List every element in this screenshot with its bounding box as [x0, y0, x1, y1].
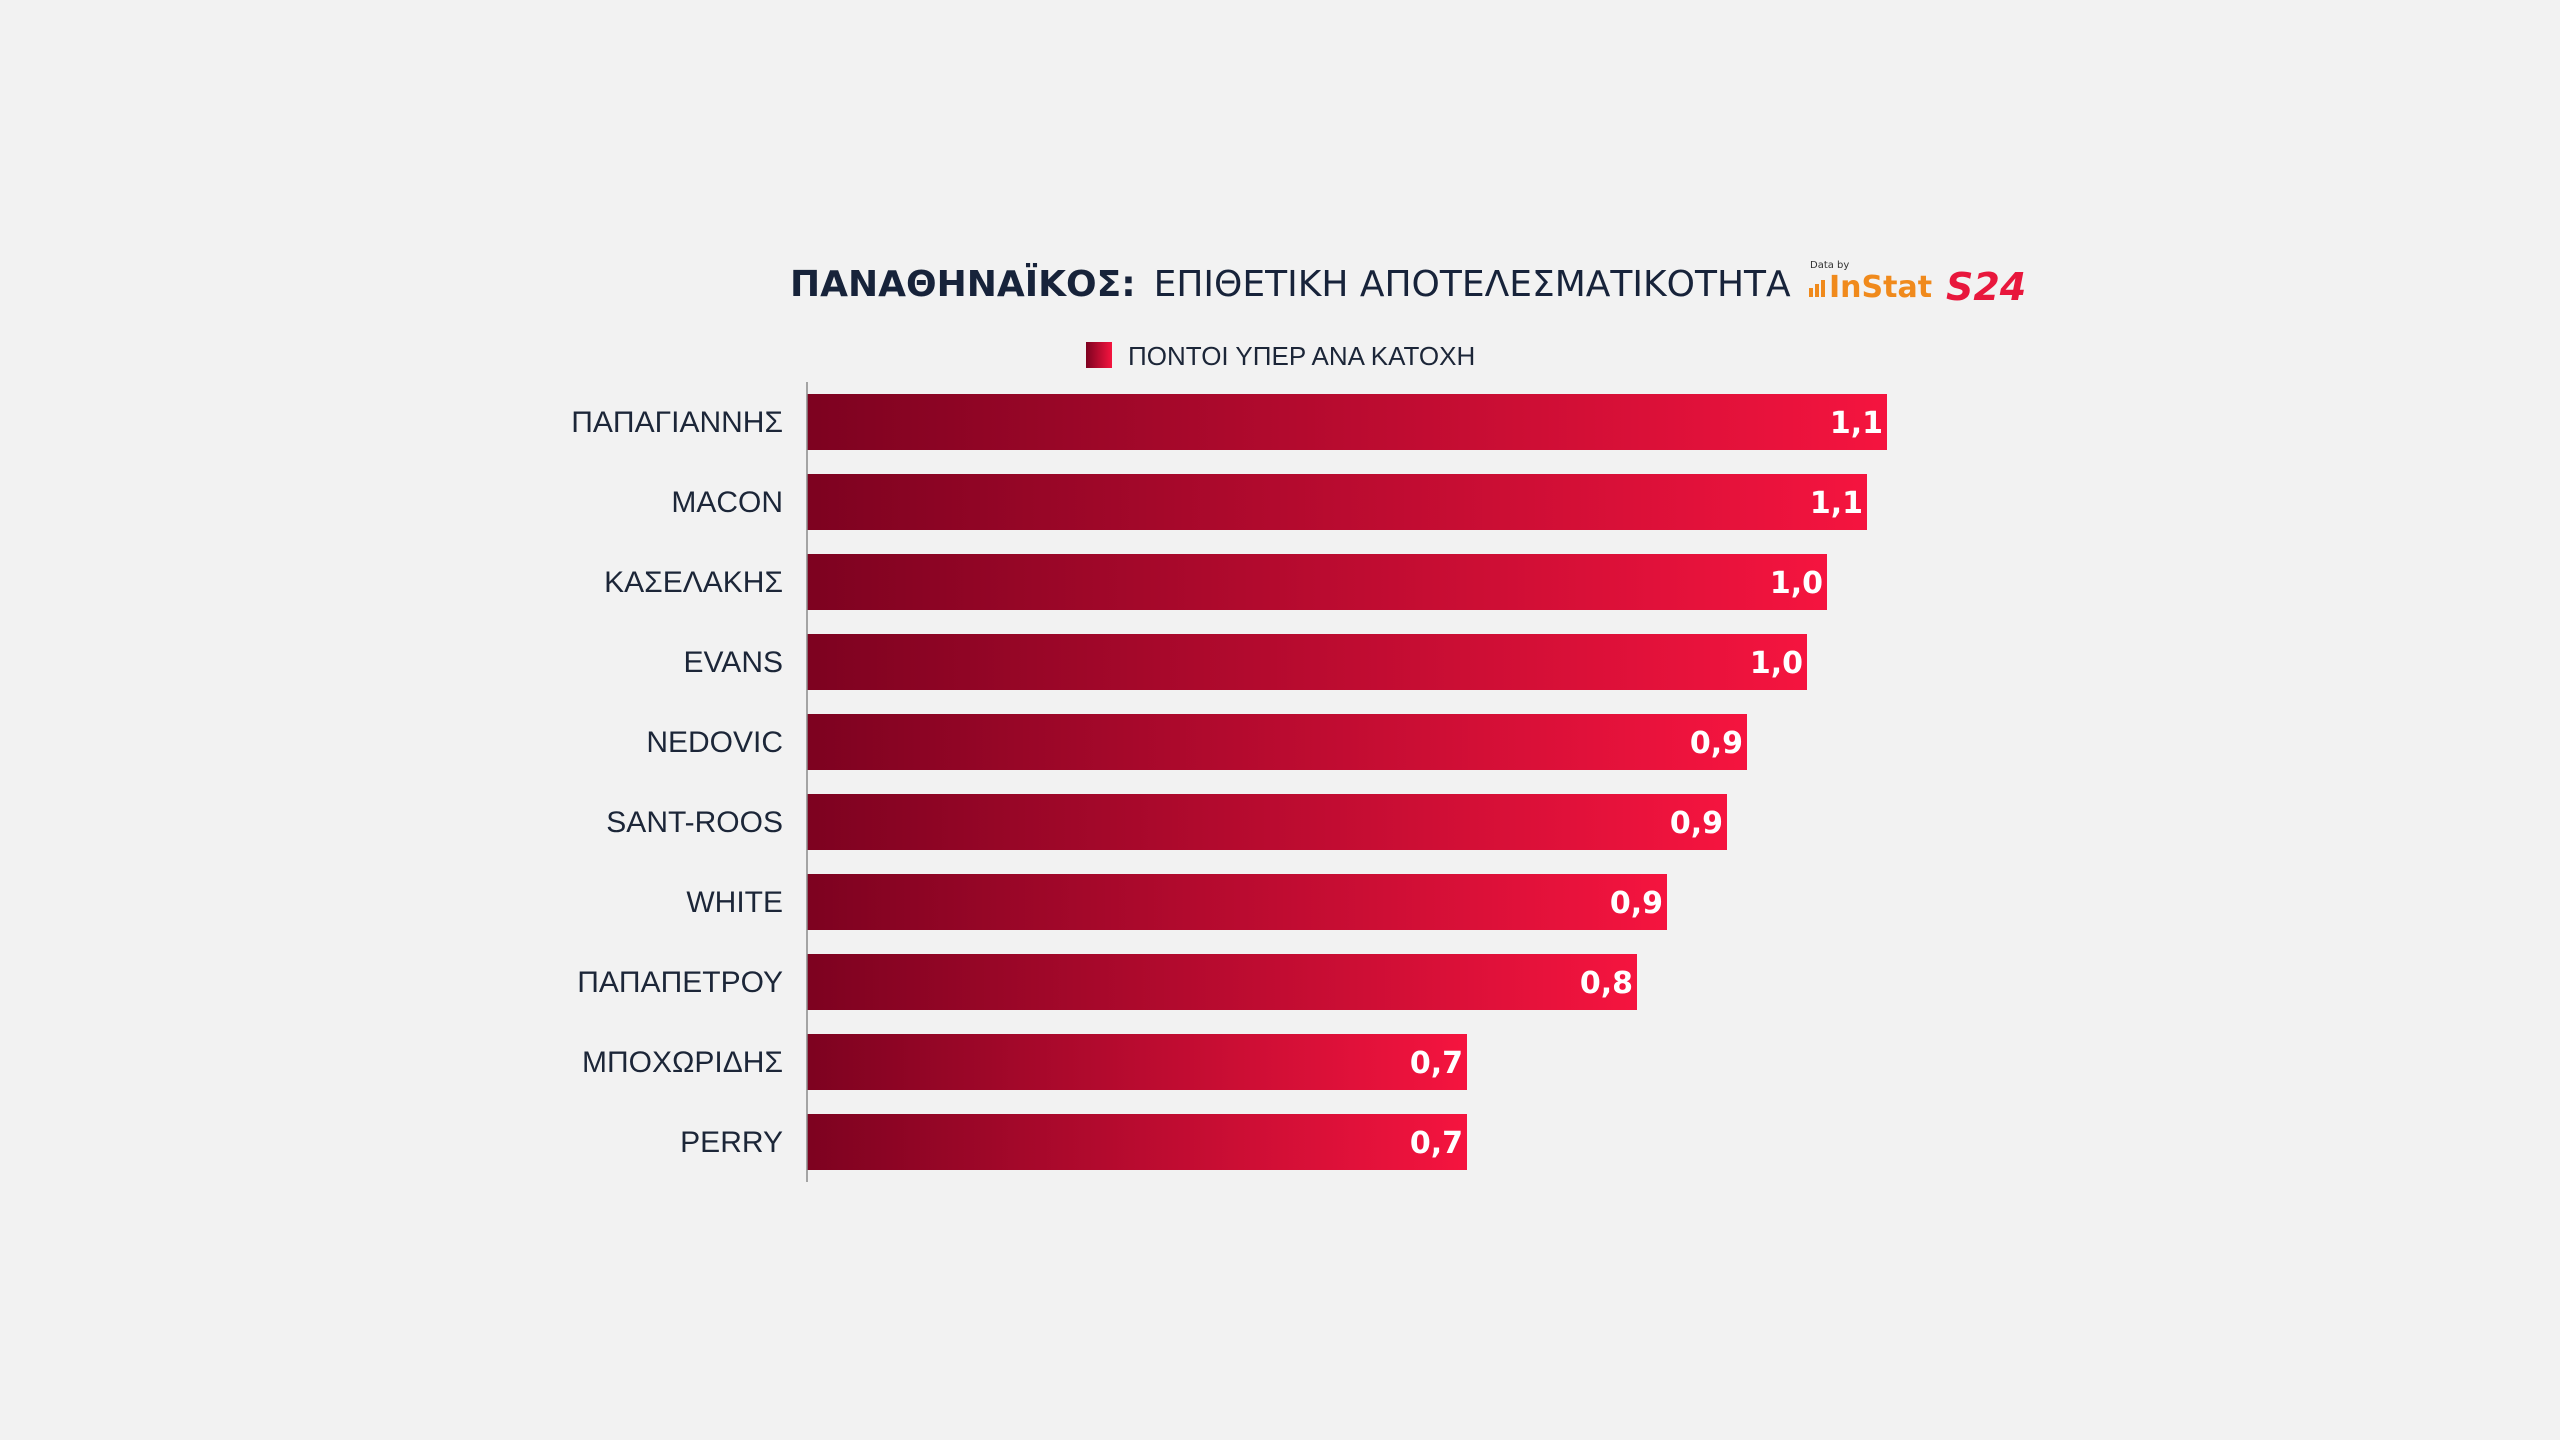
category-label: PERRY	[680, 1126, 783, 1159]
value-label: 1,0	[1750, 646, 1803, 681]
bar	[807, 874, 1667, 930]
category-label: WHITE	[686, 886, 783, 919]
legend-label: ΠΟΝΤΟΙ ΥΠΕΡ ΑΝΑ ΚΑΤΟΧΗ	[1128, 341, 1475, 371]
chart-title-subject: ΕΠΙΘΕΤΙΚΗ ΑΠΟΤΕΛΕΣΜΑΤΙΚΟΤΗΤΑ	[1154, 264, 1791, 305]
value-label: 1,0	[1770, 566, 1823, 601]
chart-title: ΠΑΝΑΘΗΝΑΪΚΟΣ: ΕΠΙΘΕΤΙΚΗ ΑΠΟΤΕΛΕΣΜΑΤΙΚΟΤΗ…	[790, 263, 1791, 305]
category-label: ΠΑΠΑΠΕΤΡΟΥ	[577, 966, 783, 999]
bar	[807, 554, 1827, 610]
instat-bar-3	[1821, 280, 1825, 297]
bar	[807, 954, 1637, 1010]
data-by-label: Data by	[1810, 260, 1849, 271]
instat-bar-2	[1815, 284, 1819, 297]
category-label: MACON	[671, 486, 783, 519]
category-label: NEDOVIC	[646, 726, 783, 759]
legend: ΠΟΝΤΟΙ ΥΠΕΡ ΑΝΑ ΚΑΤΟΧΗ	[1086, 341, 1475, 371]
value-label: 0,9	[1690, 726, 1743, 761]
category-label: ΠΑΠΑΓΙΑΝΝΗΣ	[571, 406, 783, 439]
bar	[807, 1114, 1467, 1170]
value-label: 0,7	[1410, 1046, 1463, 1081]
bar	[807, 634, 1807, 690]
legend-swatch	[1086, 342, 1112, 368]
value-label: 1,1	[1830, 406, 1883, 441]
instat-bar-1	[1809, 288, 1813, 297]
chart-title-team: ΠΑΝΑΘΗΝΑΪΚΟΣ:	[790, 263, 1136, 305]
value-label: 0,9	[1670, 806, 1723, 841]
category-label: ΚΑΣΕΛΑΚΗΣ	[604, 566, 783, 599]
category-label: ΜΠΟΧΩΡΙΔΗΣ	[582, 1046, 783, 1079]
value-label: 0,8	[1580, 966, 1633, 1001]
instat-logo-text: InStat	[1829, 270, 1932, 305]
value-label: 0,7	[1410, 1126, 1463, 1161]
bar	[807, 394, 1887, 450]
category-label: EVANS	[684, 646, 783, 679]
instat-logo: Data by InStat	[1809, 260, 1932, 305]
s24-logo: S24	[1946, 265, 2026, 309]
bars-layer: ΠΑΠΑΓΙΑΝΝΗΣ 1,1 MACON 1,1 ΚΑΣΕΛΑΚΗΣ 1,0 EVANS 1…	[571, 394, 1887, 1170]
bar	[807, 1034, 1467, 1090]
value-label: 1,1	[1810, 486, 1863, 521]
bar	[807, 474, 1867, 530]
value-label: 0,9	[1610, 886, 1663, 921]
bar	[807, 714, 1747, 770]
bar	[807, 794, 1727, 850]
category-label: SANT-ROOS	[606, 806, 783, 839]
